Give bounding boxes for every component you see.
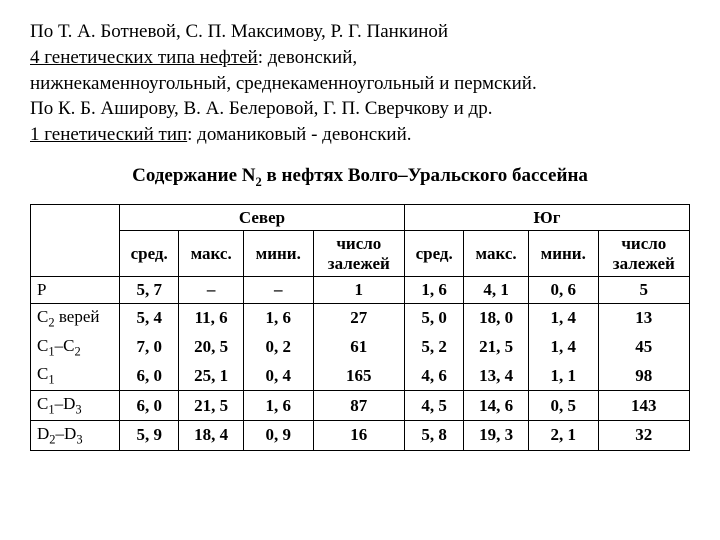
row-label: C2 верей [31,303,120,332]
col-max-s: макс. [464,231,529,277]
data-table: Север Юг сред. макс. мини. числозалежей … [30,204,690,451]
col-north: Север [120,204,405,231]
intro-line-4: По К. Б. Аширову, В. А. Белеровой, Г. П.… [30,97,690,121]
table-row: D2–D3 5, 918, 40, 916 5, 819, 32, 132 [31,420,690,450]
col-avg-n: сред. [120,231,179,277]
table-row: C2 верей 5, 411, 61, 627 5, 018, 01, 413 [31,303,690,332]
col-ndep-s: числозалежей [598,231,689,277]
table-row: P 5, 7––1 1, 64, 10, 65 [31,277,690,304]
row-label: C1–D3 [31,391,120,421]
col-min-s: мини. [528,231,598,277]
intro-line-1: По Т. А. Ботневой, С. П. Максимову, Р. Г… [30,20,690,44]
row-label: C1–C2 [31,333,120,362]
row-label: D2–D3 [31,420,120,450]
intro-line-2: 4 генетических типа нефтей: девонский, [30,46,690,70]
row-label: C1 [31,361,120,390]
col-avg-s: сред. [404,231,463,277]
table-title: Содержание N2 в нефтях Волго–Уральского … [30,165,690,190]
col-south: Юг [404,204,689,231]
col-ndep-n: числозалежей [313,231,404,277]
row-label: P [31,277,120,304]
table-row: C1 6, 025, 10, 4165 4, 613, 41, 198 [31,361,690,390]
table-row: C1–D3 6, 021, 51, 687 4, 514, 60, 5143 [31,391,690,421]
table-row: C1–C2 7, 020, 50, 261 5, 221, 51, 445 [31,333,690,362]
intro-line-5: 1 генетический тип: доманиковый - девонс… [30,123,690,147]
col-max-n: макс. [179,231,244,277]
intro-text: По Т. А. Ботневой, С. П. Максимову, Р. Г… [30,20,690,147]
intro-line-3: нижнекаменноугольный, среднекаменноуголь… [30,72,690,96]
col-min-n: мини. [243,231,313,277]
